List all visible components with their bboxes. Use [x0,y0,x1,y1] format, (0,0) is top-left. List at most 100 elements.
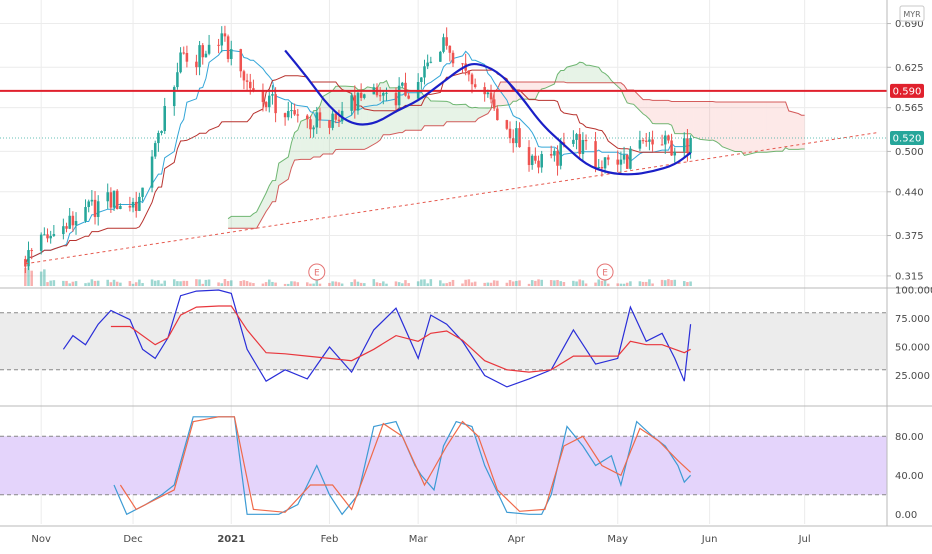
candle-body[interactable] [252,88,255,91]
candle-body[interactable] [600,167,604,169]
candle-body[interactable] [274,94,277,114]
candle-body[interactable] [575,134,578,140]
candle-body[interactable] [648,139,651,142]
candle-body[interactable] [597,167,600,169]
candle-body[interactable] [353,95,357,111]
candle-body[interactable] [46,234,49,239]
candle-body[interactable] [201,45,205,58]
candle-body[interactable] [470,74,474,85]
candle-body[interactable] [138,196,141,211]
candle-body[interactable] [87,201,90,208]
candle-body[interactable] [248,81,252,89]
candle-body[interactable] [157,132,160,144]
candle-body[interactable] [96,201,100,217]
candle-body[interactable] [584,139,588,142]
candle-body[interactable] [619,159,623,165]
candle-body[interactable] [84,207,87,222]
candle-body[interactable] [461,63,464,65]
candle-body[interactable] [385,92,388,94]
candle-body[interactable] [581,139,585,154]
candle-body[interactable] [549,154,553,156]
candle-body[interactable] [673,151,677,156]
candle-body[interactable] [439,51,442,62]
earnings-marker[interactable] [596,263,614,281]
candle-body[interactable] [629,148,632,169]
candle-body[interactable] [553,150,556,156]
candle-body[interactable] [261,90,265,103]
candle-body[interactable] [27,250,30,267]
candle-body[interactable] [492,99,496,109]
candle-body[interactable] [293,110,296,115]
candle-body[interactable] [264,102,268,108]
candle-body[interactable] [43,234,46,236]
candle-body[interactable] [176,72,179,88]
candle-body[interactable] [312,127,315,130]
candle-body[interactable] [49,235,52,239]
candle-body[interactable] [641,140,645,142]
candle-body[interactable] [442,37,445,52]
candle-body[interactable] [242,71,246,81]
candles[interactable] [24,25,692,274]
currency-badge[interactable] [899,5,925,22]
candle-body[interactable] [52,234,56,236]
candle-body[interactable] [271,94,274,96]
candle-body[interactable] [429,61,433,63]
earnings-marker[interactable] [308,263,326,281]
candle-body[interactable] [578,134,581,154]
candle-body[interactable] [128,206,132,208]
candle-body[interactable] [559,142,562,166]
candle-body[interactable] [195,61,198,68]
candle-body[interactable] [556,150,559,166]
candle-body[interactable] [30,250,33,252]
candle-body[interactable] [290,110,293,112]
candle-body[interactable] [309,119,312,130]
candle-body[interactable] [572,139,575,144]
candle-body[interactable] [401,82,404,86]
candle-body[interactable] [486,92,490,95]
candle-body[interactable] [689,137,692,154]
candle-body[interactable] [141,187,144,197]
candle-body[interactable] [331,113,334,128]
candle-body[interactable] [71,215,75,226]
cup-curve[interactable] [284,49,692,176]
candle-body[interactable] [223,33,227,37]
candle-body[interactable] [239,49,243,72]
candle-body[interactable] [315,112,319,128]
candle-body[interactable] [359,92,363,98]
candle-body[interactable] [644,140,648,142]
candle-body[interactable] [150,156,154,188]
candle-body[interactable] [109,192,113,208]
candle-body[interactable] [318,112,322,121]
candle-body[interactable] [530,155,534,166]
candle-body[interactable] [217,44,220,46]
candle-body[interactable] [296,114,300,116]
candle-body[interactable] [394,92,398,106]
candle-body[interactable] [670,140,673,156]
candle-body[interactable] [39,234,43,251]
candle-body[interactable] [445,37,448,46]
candle-body[interactable] [382,92,385,96]
candle-body[interactable] [404,82,407,96]
candle-body[interactable] [106,192,109,202]
candle-body[interactable] [426,62,429,67]
candle-body[interactable] [204,53,208,58]
candle-body[interactable] [448,45,452,53]
candle-body[interactable] [287,111,290,118]
candle-body[interactable] [115,190,119,209]
candle-body[interactable] [134,201,138,211]
candle-body[interactable] [283,113,287,118]
candle-body[interactable] [407,95,410,99]
candle-body[interactable] [451,52,455,64]
candle-body[interactable] [226,36,230,59]
candle-body[interactable] [496,108,499,121]
candle-body[interactable] [638,140,642,149]
candle-body[interactable] [334,113,338,120]
candle-body[interactable] [515,128,518,144]
candle-body[interactable] [540,154,543,168]
candle-body[interactable] [185,52,189,62]
candle-body[interactable] [163,106,166,132]
candle-body[interactable] [245,80,249,82]
candle-body[interactable] [622,154,626,160]
candle-body[interactable] [131,201,135,208]
